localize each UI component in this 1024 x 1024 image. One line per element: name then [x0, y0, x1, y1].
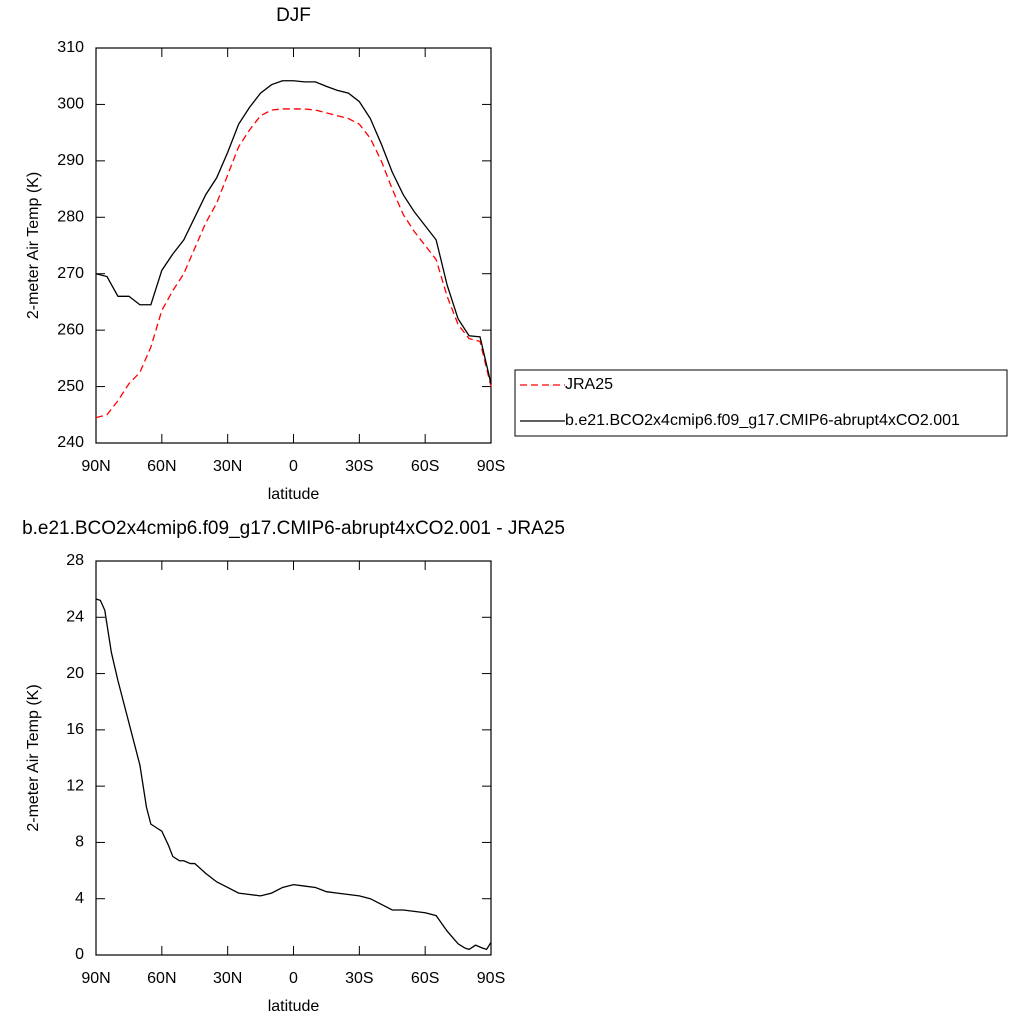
y-tick-label: 12 — [66, 777, 84, 794]
x-tick-label: 30N — [213, 458, 242, 475]
y-axis-label: 2-meter Air Temp (K) — [25, 684, 42, 831]
x-tick-label: 30S — [345, 970, 373, 987]
legend-label: JRA25 — [565, 376, 613, 393]
x-tick-label: 60N — [147, 970, 176, 987]
chart-title: DJF — [276, 5, 311, 26]
y-tick-label: 8 — [75, 834, 84, 851]
y-tick-label: 270 — [57, 265, 84, 282]
y-tick-label: 24 — [66, 609, 84, 626]
y-tick-label: 28 — [66, 552, 84, 569]
y-tick-label: 4 — [75, 890, 84, 907]
x-tick-label: 90S — [477, 970, 505, 987]
x-tick-label: 30S — [345, 458, 373, 475]
x-tick-label: 90S — [477, 458, 505, 475]
legend-box — [514, 369, 1008, 437]
x-tick-label: 0 — [289, 458, 298, 475]
y-tick-label: 240 — [57, 434, 84, 451]
x-tick-label: 90N — [81, 458, 110, 475]
chart-title: b.e21.BCO2x4cmip6.f09_g17.CMIP6-abrupt4x… — [22, 518, 565, 539]
x-tick-label: 0 — [289, 970, 298, 987]
x-tick-label: 60S — [411, 970, 439, 987]
y-tick-label: 250 — [57, 378, 84, 395]
plot-frame — [95, 47, 492, 444]
y-tick-label: 300 — [57, 96, 84, 113]
data-line — [95, 108, 492, 419]
y-axis-label: 2-meter Air Temp (K) — [25, 172, 42, 319]
plot-frame — [95, 560, 492, 956]
y-tick-label: 310 — [57, 39, 84, 56]
x-tick-label: 60N — [147, 458, 176, 475]
x-tick-label: 60S — [411, 458, 439, 475]
x-tick-label: 30N — [213, 970, 242, 987]
y-tick-label: 290 — [57, 152, 84, 169]
x-tick-label: 90N — [81, 970, 110, 987]
legend-label: b.e21.BCO2x4cmip6.f09_g17.CMIP6-abrupt4x… — [565, 412, 960, 429]
y-tick-label: 280 — [57, 209, 84, 226]
x-axis-label: latitude — [268, 998, 320, 1015]
y-tick-label: 16 — [66, 721, 84, 738]
data-line — [95, 80, 492, 384]
y-tick-label: 260 — [57, 321, 84, 338]
y-tick-label: 0 — [75, 946, 84, 963]
x-axis-label: latitude — [268, 486, 320, 503]
y-tick-label: 20 — [66, 665, 84, 682]
data-line — [95, 598, 492, 951]
